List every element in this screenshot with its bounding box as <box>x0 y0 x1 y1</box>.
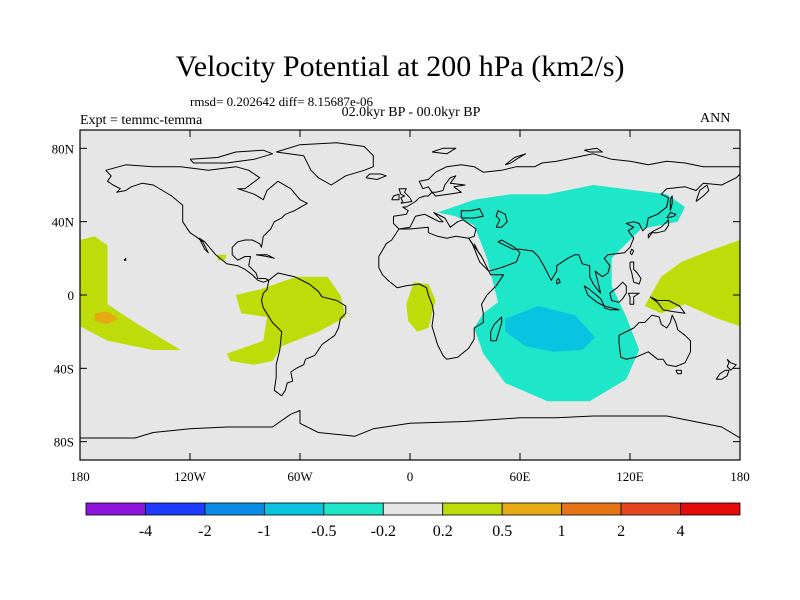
x-tick-label: 60W <box>287 469 313 484</box>
coastline-iceland <box>365 173 387 180</box>
colorbar-swatch <box>620 502 681 516</box>
coastline-new-guinea <box>649 296 686 314</box>
coastline-layer <box>80 142 740 439</box>
colorbar: -4 -2 -1 -0.5 -0.2 0.2 0.5 1 2 4 <box>85 502 741 540</box>
x-tick-label: 60E <box>510 469 531 484</box>
stats-line: rmsd= 0.202642 diff= 8.15687e-06 <box>190 94 374 109</box>
coastline-scandinavia-gulf <box>431 175 466 197</box>
coastline-black-sea <box>460 208 484 219</box>
coastline-madagascar <box>490 316 503 342</box>
colorbar-swatch <box>263 502 325 516</box>
coastline-hawaii <box>123 257 127 261</box>
coastline-caspian-sea <box>495 210 508 228</box>
coastline-tasmania <box>675 369 682 375</box>
colorbar-swatch <box>323 502 384 516</box>
x-tick-label: 0 <box>407 469 414 484</box>
colorbar-swatch <box>382 502 444 516</box>
colorbar-label: -2 <box>198 523 211 540</box>
x-tick-label: 180 <box>70 469 90 484</box>
coastline-greenland <box>276 142 374 186</box>
coastline-borneo <box>609 281 627 303</box>
colorbar-swatch <box>561 502 622 516</box>
colorbar-label: -4 <box>139 523 152 540</box>
coastline-sulawesi <box>627 292 640 305</box>
map-title: Velocity Potential at 200 hPa (km2/s) <box>175 50 625 83</box>
coastline-north-america <box>105 164 308 283</box>
coastline-south-america <box>261 272 347 397</box>
coastline-svalbard <box>431 147 457 155</box>
colorbar-label: -0.5 <box>311 523 336 540</box>
colorbar-swatch <box>501 502 563 516</box>
coastline-sri-lanka <box>556 278 561 285</box>
coastline-kamchatka <box>695 184 710 202</box>
contour-region-indian-ocean-negative-core <box>505 306 596 352</box>
coastline-australia <box>618 314 691 367</box>
y-tick-label: 40N <box>52 215 75 230</box>
coastline-arabian-peninsula-outline <box>473 243 482 257</box>
x-tick-label: 180 <box>730 469 750 484</box>
coastline-novaya-zemlya <box>504 153 526 166</box>
colorbar-swatch <box>442 502 503 516</box>
coastline-japan <box>647 219 669 239</box>
contour-region-east-pacific-positive-core <box>94 311 119 325</box>
contour-region-west-pacific-positive <box>644 240 740 327</box>
x-tick-label: 120E <box>616 469 644 484</box>
coastline-philippines <box>629 261 642 285</box>
contour-region-mexico-positive-spot <box>217 254 227 261</box>
colorbar-swatch <box>204 502 265 516</box>
coastline-cuba <box>255 254 275 259</box>
season-label: ANN <box>700 111 731 126</box>
y-tick-label: 40S <box>54 361 74 376</box>
coastline-java <box>603 305 620 311</box>
colorbar-label: -0.2 <box>371 523 396 540</box>
colorbar-label: 0.5 <box>492 523 512 540</box>
colorbar-label: -1 <box>258 523 271 540</box>
period-label: 02.0kyr BP - 00.0kyr BP <box>341 105 481 120</box>
y-tick-label: 80S <box>54 435 74 450</box>
coastline-antarctica <box>80 410 740 439</box>
colorbar-label: 0.2 <box>433 523 453 540</box>
colorbar-swatch <box>680 502 741 516</box>
colorbar-label: 4 <box>677 523 685 540</box>
y-tick-label: 0 <box>68 288 75 303</box>
coastline-africa <box>378 226 504 360</box>
coastline-ireland <box>391 193 400 201</box>
coastline-new-zealand-north <box>726 358 737 371</box>
colorbar-swatch <box>145 502 206 516</box>
contour-fill-layer <box>80 185 740 402</box>
colorbar-label: 2 <box>617 523 625 540</box>
coastline-hokkaido <box>666 212 677 219</box>
colorbar-swatch <box>85 502 146 516</box>
experiment-label: Expt = temmc-temma <box>80 113 203 128</box>
coastline-arctic-archipelago <box>189 149 273 164</box>
coastline-new-zealand-south <box>715 369 730 380</box>
coastline-severnaya-zemlya <box>584 147 603 153</box>
coastline-sakhalin <box>669 195 673 211</box>
coastline-great-britain <box>398 188 413 204</box>
x-tick-label: 120W <box>174 469 207 484</box>
coastline-taiwan <box>629 248 635 256</box>
colorbar-label: 1 <box>558 523 566 540</box>
axis-layer: 180 120W 60W 0 60E 120E 180 80N 40N 0 40S 80S <box>52 130 750 484</box>
y-tick-label: 80N <box>52 141 75 156</box>
contour-region-indian-ocean-negative <box>437 185 685 402</box>
contour-region-south-america-positive <box>226 276 346 365</box>
